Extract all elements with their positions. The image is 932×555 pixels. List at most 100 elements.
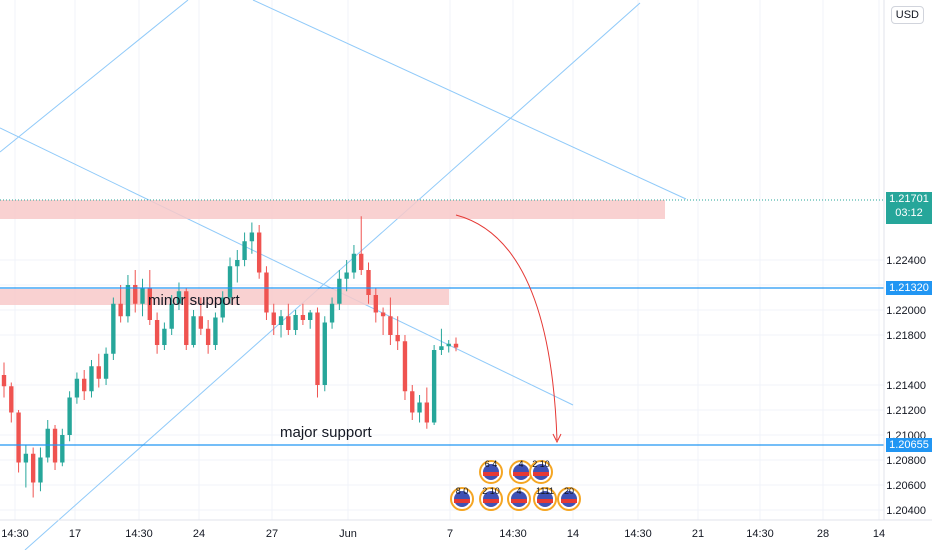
price-tick-label: 1.21400 xyxy=(886,380,926,392)
candle-body xyxy=(16,412,21,463)
channel-descending-upper-line[interactable] xyxy=(252,0,687,200)
candle-body xyxy=(366,270,371,295)
price-tick-label: 1.22400 xyxy=(886,255,926,267)
major-level-tag: 1.20655 xyxy=(886,438,932,452)
channel-upper-rising-line[interactable] xyxy=(0,0,189,153)
zones[interactable] xyxy=(0,200,665,305)
candle-body xyxy=(38,457,43,483)
time-tick-label: 17 xyxy=(69,528,81,540)
event-flag-icon[interactable]: 6 4 xyxy=(479,459,503,484)
candle-body xyxy=(74,378,80,398)
event-flag-icon[interactable]: 20 xyxy=(557,486,581,511)
price-tick-label: 1.21200 xyxy=(886,405,926,417)
candle-body xyxy=(446,343,451,347)
candle-body xyxy=(424,402,430,423)
candle-body xyxy=(96,366,101,379)
time-tick-label: 14:30 xyxy=(125,528,153,540)
last-price-tag: 1.21701 03:12 xyxy=(886,192,932,224)
grid xyxy=(0,0,884,520)
time-tick-label: 14 xyxy=(567,528,579,540)
channel-rising-lower-line[interactable] xyxy=(24,2,641,551)
candle-body xyxy=(220,297,225,318)
event-flag-icon[interactable]: 4 xyxy=(507,486,531,511)
minor-support-zone[interactable] xyxy=(0,289,449,305)
time-tick-label: 14 xyxy=(873,528,885,540)
candle-body xyxy=(23,453,29,463)
event-label: 1111 xyxy=(536,486,554,496)
candle-body xyxy=(1,375,7,387)
candle-body xyxy=(417,402,422,413)
candle-body xyxy=(125,285,131,317)
candle-body xyxy=(52,428,58,463)
price-tick-label: 1.20600 xyxy=(886,480,926,492)
price-tick-label: 1.21800 xyxy=(886,330,926,342)
candle-body xyxy=(198,316,204,329)
price-tick-label: 1.20800 xyxy=(886,455,926,467)
event-label: 2 10 xyxy=(532,459,550,469)
trendlines[interactable] xyxy=(0,0,687,551)
candle-body xyxy=(154,320,160,345)
candle-body xyxy=(235,260,240,267)
candle-body xyxy=(67,397,72,435)
candle-body xyxy=(329,303,335,323)
economic-events[interactable]: 6 4 4 2 10 8 0 2 10 4 1111 20 xyxy=(450,459,581,511)
candle-body xyxy=(60,435,65,463)
time-tick-label: 7 xyxy=(447,528,453,540)
projection-arrowhead xyxy=(552,433,562,444)
price-tick-label: 1.20400 xyxy=(886,505,926,517)
candle-body xyxy=(344,272,349,279)
candle-body xyxy=(30,453,36,483)
time-tick-label: 27 xyxy=(266,528,278,540)
projection-arrow[interactable] xyxy=(455,214,562,444)
candle-body xyxy=(271,312,276,325)
candle-body xyxy=(337,278,342,304)
candle-body xyxy=(431,350,437,423)
channel-descending-lower-line[interactable] xyxy=(0,127,574,406)
resistance-zone[interactable] xyxy=(0,200,665,219)
candle-body xyxy=(89,366,94,392)
candle-body xyxy=(380,312,386,317)
candle-body xyxy=(133,285,138,304)
candle-body xyxy=(169,303,174,329)
time-tick-label: Jun xyxy=(339,528,357,540)
candle-body xyxy=(176,291,182,304)
candle-body xyxy=(308,312,313,320)
projection-curve[interactable] xyxy=(455,214,558,441)
time-axis[interactable]: 14:30 17 14:30 24 27 Jun 7 14:30 14 14:30 21 14:30 2… xyxy=(0,519,932,540)
event-label: 6 4 xyxy=(485,459,498,469)
time-tick-label: 14:30 xyxy=(624,528,652,540)
price-axis[interactable]: 1.224001.222001.220001.218001.214001.212… xyxy=(883,0,926,520)
event-label: 4 xyxy=(518,459,523,469)
price-tick-label: 1.22000 xyxy=(886,305,926,317)
candle-body xyxy=(147,287,152,320)
candle-body xyxy=(373,295,378,313)
event-flag-icon[interactable]: 2 10 xyxy=(479,486,503,511)
candle-body xyxy=(453,343,459,348)
candle-body xyxy=(402,341,408,392)
time-tick-label: 21 xyxy=(692,528,704,540)
time-tick-label: 14:30 xyxy=(746,528,774,540)
minor-support-label: minor support xyxy=(148,292,241,309)
candle-body xyxy=(205,328,211,345)
event-label: 8 0 xyxy=(456,486,469,496)
candle-body xyxy=(249,232,255,242)
event-flag-icon[interactable]: 8 0 xyxy=(450,486,474,511)
candle-body xyxy=(256,232,262,273)
candle-body xyxy=(9,386,14,413)
candle-body xyxy=(140,287,145,304)
event-flag-icon[interactable]: 1111 xyxy=(533,486,557,511)
candle-body xyxy=(439,346,444,350)
levels[interactable] xyxy=(0,199,884,446)
event-flag-icon[interactable]: 2 10 xyxy=(529,459,553,484)
candle-body xyxy=(286,316,291,330)
event-label: 2 10 xyxy=(482,486,500,496)
candles xyxy=(1,216,459,498)
candle-body xyxy=(184,291,189,345)
event-flag-icon[interactable]: 4 xyxy=(509,459,533,484)
currency-badge[interactable]: USD xyxy=(890,6,924,24)
candle-body xyxy=(359,253,364,270)
candle-body xyxy=(82,378,87,392)
candle-body xyxy=(264,272,269,313)
